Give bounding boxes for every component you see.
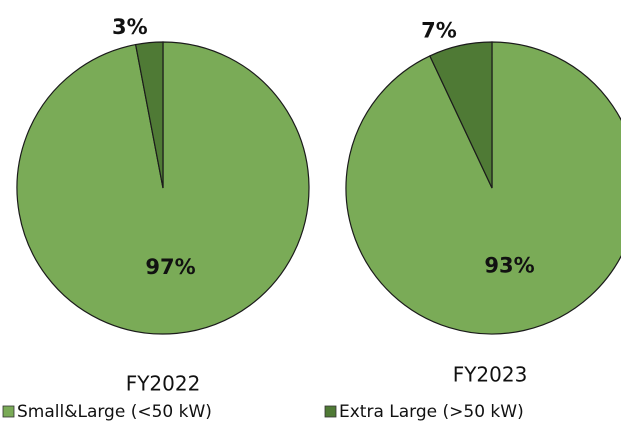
- pie-slice: [429, 41, 493, 189]
- data-label: 93%: [484, 253, 534, 277]
- data-label: 97%: [145, 255, 195, 279]
- pie-slice: [134, 41, 164, 189]
- pie-slice: [345, 41, 621, 335]
- data-label: 7%: [421, 18, 457, 42]
- legend-swatch: [2, 405, 15, 418]
- legend-swatch: [324, 405, 337, 418]
- data-label: 3%: [112, 15, 148, 39]
- legend-label: Extra Large (>50 kW): [339, 402, 524, 422]
- chart-title: FY2023: [453, 363, 528, 387]
- legend-label: Small&Large (<50 kW): [17, 402, 212, 422]
- chart-title: FY2022: [126, 372, 201, 396]
